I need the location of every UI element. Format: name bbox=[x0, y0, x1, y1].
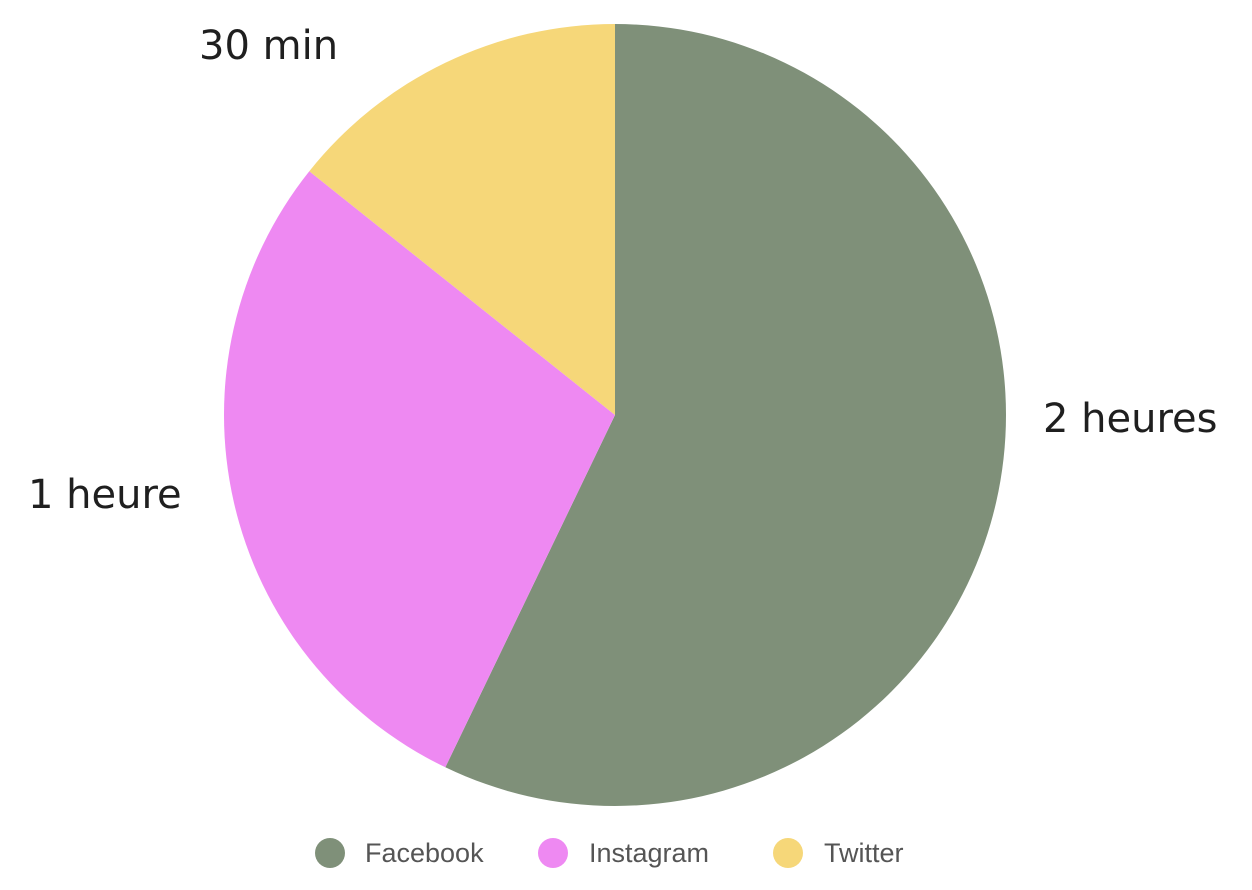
legend: Facebook Instagram Twitter bbox=[315, 838, 904, 868]
pie-slice-twitter bbox=[309, 24, 615, 415]
slice-label-instagram: 1 heure bbox=[28, 472, 182, 518]
slice-label-facebook: 2 heures bbox=[1043, 396, 1218, 442]
pie-slice-instagram bbox=[223, 171, 615, 768]
slice-labels: 30 min 2 heures 1 heure bbox=[28, 23, 1218, 518]
pie-slices bbox=[223, 24, 1006, 806]
slice-label-twitter: 30 min bbox=[199, 23, 338, 69]
legend-swatch-twitter bbox=[773, 838, 803, 868]
legend-label-instagram: Instagram bbox=[589, 838, 709, 868]
pie-slice-facebook bbox=[445, 24, 1006, 806]
legend-label-facebook: Facebook bbox=[365, 838, 484, 868]
legend-label-twitter: Twitter bbox=[824, 838, 904, 868]
legend-swatch-instagram bbox=[538, 838, 568, 868]
legend-swatch-facebook bbox=[315, 838, 345, 868]
